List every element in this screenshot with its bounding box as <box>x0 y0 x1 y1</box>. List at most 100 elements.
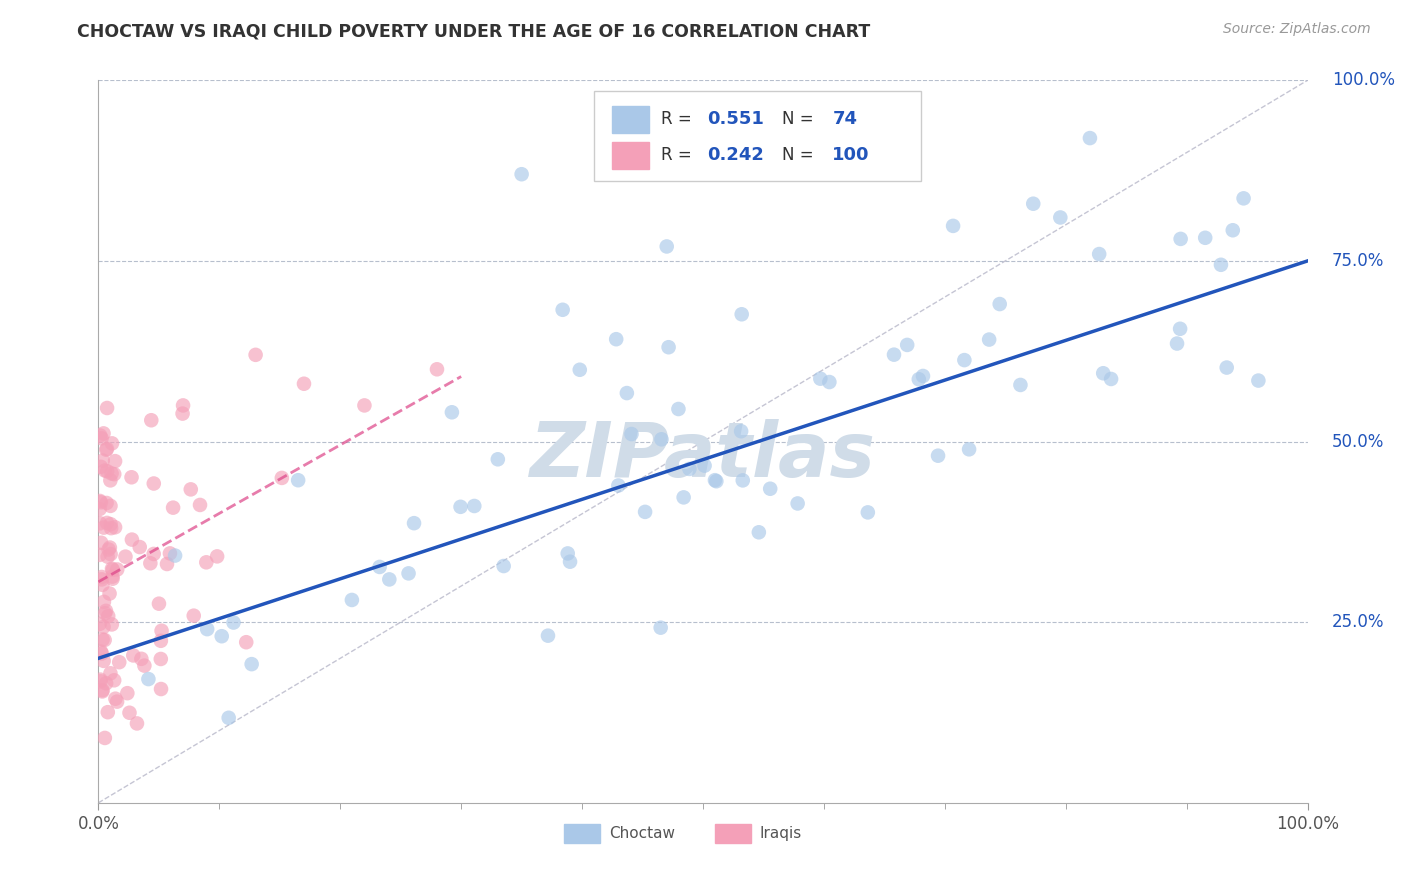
Point <box>616 386 638 401</box>
Point <box>90 570 112 584</box>
Point <box>91 683 114 698</box>
Point <box>94 676 117 690</box>
Point <box>672 491 695 505</box>
Point <box>245 348 267 362</box>
Point <box>706 475 728 489</box>
Point <box>108 655 131 669</box>
Point <box>91 632 114 647</box>
Point <box>1247 374 1270 388</box>
Point <box>101 569 124 583</box>
Point <box>141 413 163 427</box>
Point <box>693 458 716 473</box>
Point <box>96 464 118 478</box>
Point <box>101 562 124 576</box>
Point <box>90 459 112 474</box>
Point <box>748 525 770 540</box>
Point <box>1049 211 1071 225</box>
Point <box>165 549 187 563</box>
Point <box>90 573 112 587</box>
Point <box>96 516 118 530</box>
Point <box>100 517 122 532</box>
Point <box>607 478 630 492</box>
Text: 0.242: 0.242 <box>707 146 763 164</box>
Point <box>98 541 121 555</box>
Point <box>93 632 115 647</box>
Point <box>91 684 114 698</box>
Point <box>440 405 463 419</box>
Point <box>121 470 143 484</box>
Point <box>486 452 509 467</box>
Point <box>1092 366 1115 380</box>
Point <box>927 449 949 463</box>
Text: 75.0%: 75.0% <box>1331 252 1384 270</box>
Point <box>218 711 240 725</box>
Text: R =: R = <box>661 111 697 128</box>
Point <box>148 597 170 611</box>
Point <box>378 573 401 587</box>
Point <box>353 398 375 412</box>
Point <box>1215 360 1237 375</box>
Point <box>634 505 657 519</box>
Point <box>678 462 700 476</box>
Point <box>172 398 194 412</box>
Point <box>96 496 118 510</box>
Point <box>103 467 125 482</box>
Point <box>1088 247 1111 261</box>
Point <box>93 595 115 609</box>
FancyBboxPatch shape <box>613 105 648 133</box>
Point <box>808 372 831 386</box>
Point <box>104 454 127 468</box>
Point <box>162 500 184 515</box>
Point <box>704 473 727 487</box>
Text: CHOCTAW VS IRAQI CHILD POVERTY UNDER THE AGE OF 16 CORRELATION CHART: CHOCTAW VS IRAQI CHILD POVERTY UNDER THE… <box>77 22 870 40</box>
Point <box>398 566 420 581</box>
Point <box>668 402 690 417</box>
Point <box>101 617 124 632</box>
Point <box>91 453 114 467</box>
Point <box>1010 378 1032 392</box>
Point <box>730 424 752 438</box>
Point <box>150 681 173 696</box>
Point <box>818 375 841 389</box>
Point <box>292 376 315 391</box>
Point <box>90 431 112 445</box>
Point <box>90 495 112 509</box>
Point <box>650 432 672 446</box>
Point <box>557 546 579 560</box>
Point <box>94 731 117 745</box>
Point <box>222 615 245 630</box>
Point <box>1168 322 1191 336</box>
Point <box>125 716 148 731</box>
Point <box>104 691 127 706</box>
Point <box>240 657 263 672</box>
Point <box>492 559 515 574</box>
Point <box>1166 336 1188 351</box>
Point <box>1078 131 1101 145</box>
Point <box>759 482 782 496</box>
Text: 74: 74 <box>832 111 858 128</box>
Point <box>942 219 965 233</box>
Point <box>98 586 121 600</box>
Point <box>89 428 111 442</box>
Point <box>510 167 533 181</box>
Point <box>911 368 934 383</box>
Point <box>101 436 124 450</box>
Point <box>1170 232 1192 246</box>
Point <box>883 348 905 362</box>
Point <box>89 616 111 631</box>
Point <box>94 464 117 478</box>
Point <box>605 332 627 346</box>
Point <box>957 442 980 457</box>
Point <box>97 609 120 624</box>
Point <box>150 624 173 638</box>
Point <box>1222 223 1244 237</box>
Point <box>195 622 218 636</box>
Point <box>658 340 681 354</box>
Point <box>426 362 449 376</box>
Point <box>287 473 309 487</box>
Point <box>93 426 115 441</box>
Point <box>568 363 591 377</box>
Point <box>93 620 115 634</box>
Point <box>90 647 112 661</box>
Point <box>91 578 114 592</box>
